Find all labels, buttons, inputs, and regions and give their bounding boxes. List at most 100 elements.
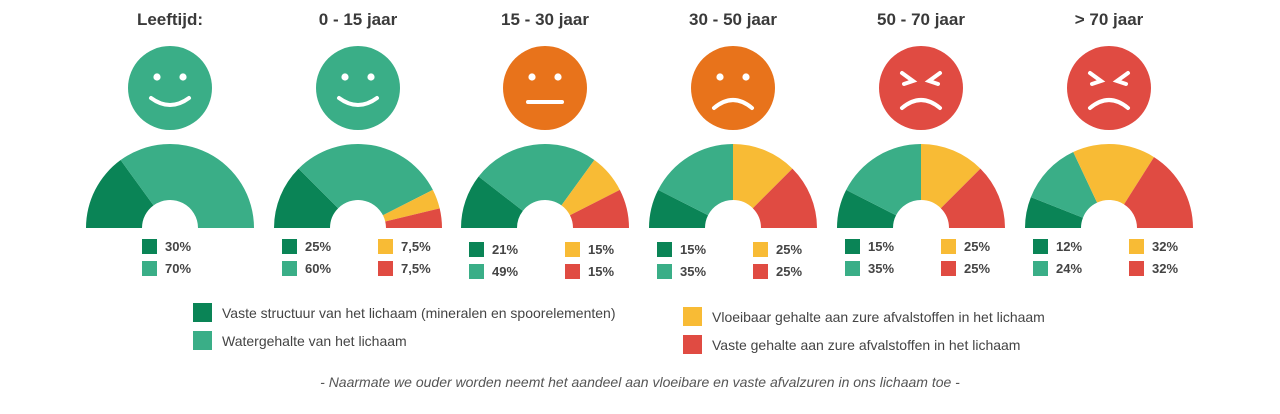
eye-right (367, 73, 375, 81)
eye-right (179, 73, 187, 81)
gauge-slice-mineral (1025, 197, 1083, 228)
legend-water-label: Watergehalte van het lichaam (222, 332, 407, 349)
value-label-water: 70% (142, 261, 191, 276)
column-title: 30 - 50 jaar (689, 10, 777, 29)
gauge (649, 144, 817, 228)
value-swatch (941, 261, 956, 276)
mouth (337, 96, 379, 107)
value-swatch (845, 261, 860, 276)
face-frown-icon (691, 46, 775, 130)
eye-right (924, 71, 942, 86)
gauge-slice-water (1030, 151, 1098, 218)
value-label-liquid-acid: 25% (753, 242, 802, 257)
gauge-slice-solid-acid (1124, 157, 1193, 228)
value-label-mineral: 15% (845, 239, 894, 254)
value-text: 12% (1056, 239, 1083, 254)
gauge-slice-liquid-acid (382, 189, 440, 222)
value-text: 25% (776, 264, 803, 279)
value-swatch (1129, 239, 1144, 254)
eye-right (742, 73, 750, 81)
value-label-water: 49% (469, 264, 518, 279)
face-circle (691, 46, 775, 130)
value-swatch (378, 261, 393, 276)
value-text: 25% (305, 239, 332, 254)
column-title: 0 - 15 jaar (318, 10, 398, 29)
value-swatch (941, 239, 956, 254)
gauge-slice-solid-acid (385, 208, 442, 228)
value-label-mineral: 30% (142, 239, 191, 254)
value-swatch (142, 261, 157, 276)
mouth (149, 96, 191, 107)
legend-mineral-swatch (193, 303, 212, 322)
value-label-water: 35% (657, 264, 706, 279)
value-label-mineral: 15% (657, 242, 706, 257)
face-circle (128, 46, 212, 130)
face-smile-icon (316, 46, 400, 130)
legend-mineral: Vaste structuur van het lichaam (mineral… (193, 303, 616, 322)
value-text: 35% (868, 261, 895, 276)
legend-water-swatch (193, 331, 212, 350)
gauge (461, 144, 629, 228)
gauge-slice-liquid-acid (1073, 144, 1155, 205)
value-swatch (469, 242, 484, 257)
gauge-slice-water (658, 144, 733, 216)
value-swatch (282, 239, 297, 254)
gauge-slice-mineral (86, 160, 154, 228)
column-title: 15 - 30 jaar (501, 10, 589, 29)
face-angry-icon (879, 46, 963, 130)
gauge-slice-mineral (461, 176, 523, 228)
eye-right (1112, 71, 1130, 86)
mouth (712, 98, 754, 110)
value-label-solid-acid: 7,5% (378, 261, 431, 276)
gauge (274, 144, 442, 228)
value-swatch (282, 261, 297, 276)
value-text: 49% (492, 264, 519, 279)
eye-left (716, 73, 724, 81)
gauge-slice-liquid-acid (561, 160, 620, 216)
value-swatch (565, 264, 580, 279)
value-label-liquid-acid: 25% (941, 239, 990, 254)
value-swatch (1033, 239, 1048, 254)
value-label-mineral: 21% (469, 242, 518, 257)
column-title: Leeftijd: (136, 10, 204, 29)
value-text: 7,5% (401, 261, 431, 276)
value-swatch (845, 239, 860, 254)
gauge-slice-solid-acid (940, 168, 1005, 228)
legend-liquid-acid-swatch (683, 307, 702, 326)
value-swatch (657, 242, 672, 257)
gauge-slice-solid-acid (752, 168, 817, 228)
value-label-liquid-acid: 7,5% (378, 239, 431, 254)
eye-left (900, 71, 918, 86)
value-label-solid-acid: 32% (1129, 261, 1178, 276)
face-angry-icon (1067, 46, 1151, 130)
value-label-liquid-acid: 32% (1129, 239, 1178, 254)
gauge (837, 144, 1005, 228)
gauge-slice-water (846, 144, 921, 216)
value-text: 15% (588, 264, 615, 279)
value-text: 60% (305, 261, 332, 276)
value-label-solid-acid: 25% (941, 261, 990, 276)
eye-left (528, 73, 536, 81)
gauge-slice-mineral (649, 189, 709, 228)
value-text: 7,5% (401, 239, 431, 254)
gauge (86, 144, 254, 228)
value-text: 35% (680, 264, 707, 279)
face-smile-icon (128, 46, 212, 130)
footnote: - Naarmate we ouder worden neemt het aan… (320, 374, 960, 390)
value-text: 25% (964, 239, 991, 254)
gauge-slice-mineral (274, 168, 339, 228)
value-label-liquid-acid: 15% (565, 242, 614, 257)
gauge-slice-water (478, 144, 595, 211)
value-swatch (565, 242, 580, 257)
gauge-slice-water (120, 144, 254, 228)
value-text: 25% (964, 261, 991, 276)
value-text: 15% (680, 242, 707, 257)
value-text: 32% (1152, 261, 1179, 276)
face-circle (879, 46, 963, 130)
eye-left (153, 73, 161, 81)
column-title: 50 - 70 jaar (877, 10, 965, 29)
gauge (1025, 144, 1193, 228)
value-label-solid-acid: 15% (565, 264, 614, 279)
value-swatch (142, 239, 157, 254)
mouth (1088, 98, 1130, 110)
